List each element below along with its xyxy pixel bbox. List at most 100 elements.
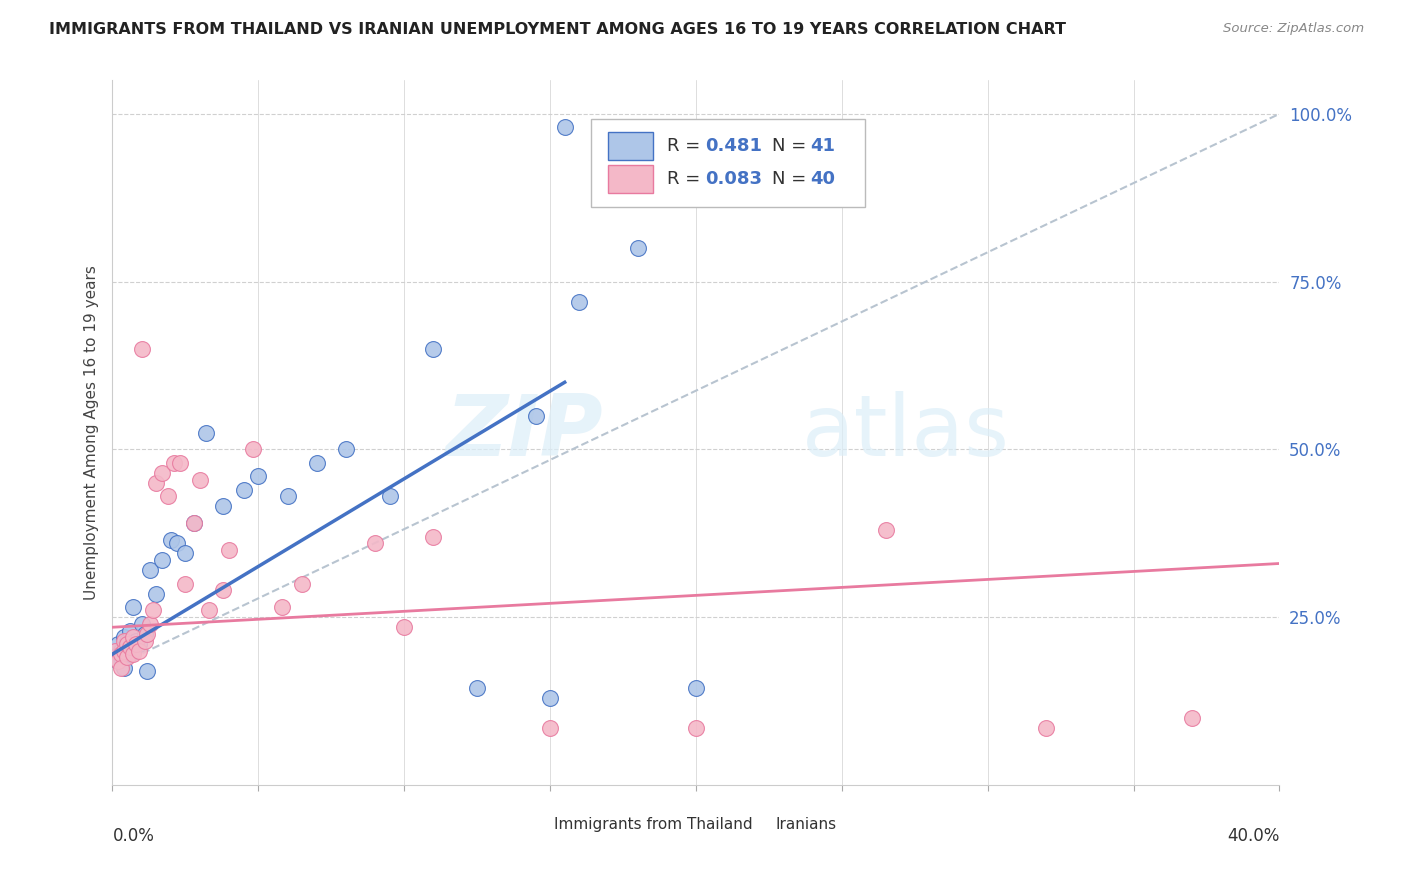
Point <box>1035 721 1057 735</box>
Point <box>112 630 135 644</box>
Text: R =: R = <box>666 170 706 188</box>
Point <box>232 483 254 497</box>
Point <box>134 633 156 648</box>
Point <box>554 120 576 135</box>
Text: 40.0%: 40.0% <box>1227 827 1279 846</box>
Point <box>169 456 191 470</box>
Text: R =: R = <box>666 136 706 155</box>
Point <box>538 721 561 735</box>
Point <box>685 681 707 695</box>
Point <box>218 543 240 558</box>
FancyBboxPatch shape <box>731 811 766 838</box>
Text: 0.0%: 0.0% <box>112 827 155 846</box>
Point <box>174 576 197 591</box>
Point <box>160 533 183 547</box>
Point <box>122 647 145 661</box>
Point <box>112 633 135 648</box>
Point <box>627 241 650 255</box>
Point <box>136 627 159 641</box>
FancyBboxPatch shape <box>609 165 652 193</box>
Point <box>125 633 148 648</box>
Point <box>242 442 264 457</box>
Point <box>1181 711 1204 725</box>
Point <box>422 530 444 544</box>
Point <box>212 583 235 598</box>
Point <box>125 637 148 651</box>
Point <box>422 342 444 356</box>
Point <box>107 654 129 668</box>
Text: IMMIGRANTS FROM THAILAND VS IRANIAN UNEMPLOYMENT AMONG AGES 16 TO 19 YEARS CORRE: IMMIGRANTS FROM THAILAND VS IRANIAN UNEM… <box>49 22 1066 37</box>
Text: N =: N = <box>772 136 811 155</box>
Text: atlas: atlas <box>801 391 1010 475</box>
Point <box>115 637 138 651</box>
Point <box>183 516 205 531</box>
Point <box>156 489 179 503</box>
Point <box>145 475 167 490</box>
Point <box>122 630 145 644</box>
Point <box>107 654 129 668</box>
Point <box>139 616 162 631</box>
Point <box>145 587 167 601</box>
Point <box>305 456 328 470</box>
Text: Immigrants from Thailand: Immigrants from Thailand <box>554 817 752 832</box>
Point <box>110 644 132 658</box>
Point <box>128 637 150 651</box>
Point <box>112 660 135 674</box>
Point <box>104 647 127 661</box>
FancyBboxPatch shape <box>509 811 544 838</box>
Point <box>122 644 145 658</box>
Point <box>270 600 292 615</box>
Point <box>335 442 357 457</box>
Point <box>194 425 217 440</box>
Text: ZIP: ZIP <box>444 391 603 475</box>
Point <box>685 721 707 735</box>
Point <box>142 603 165 617</box>
Point <box>524 409 547 423</box>
Point <box>118 647 141 661</box>
Text: 41: 41 <box>810 136 835 155</box>
Point <box>107 637 129 651</box>
Point <box>364 536 387 550</box>
Point <box>538 690 561 705</box>
Point <box>139 563 162 577</box>
Text: Source: ZipAtlas.com: Source: ZipAtlas.com <box>1223 22 1364 36</box>
Point <box>131 616 153 631</box>
Point <box>115 633 138 648</box>
Point <box>115 650 138 665</box>
Point <box>150 466 173 480</box>
Point <box>115 640 138 655</box>
Point <box>197 603 219 617</box>
Text: 40: 40 <box>810 170 835 188</box>
Point <box>104 644 127 658</box>
Point <box>128 644 150 658</box>
Point <box>378 489 401 503</box>
Point <box>110 650 132 665</box>
Point <box>276 489 298 503</box>
Point <box>212 500 235 514</box>
Point <box>110 660 132 674</box>
Point <box>568 294 591 309</box>
Point <box>150 553 173 567</box>
Point <box>118 624 141 638</box>
Point <box>136 664 159 678</box>
Point <box>875 523 897 537</box>
Text: N =: N = <box>772 170 811 188</box>
Y-axis label: Unemployment Among Ages 16 to 19 years: Unemployment Among Ages 16 to 19 years <box>83 265 98 600</box>
Point <box>174 546 197 560</box>
Point <box>188 473 211 487</box>
Text: Iranians: Iranians <box>775 817 837 832</box>
Text: 0.083: 0.083 <box>706 170 762 188</box>
Point <box>131 342 153 356</box>
Point <box>247 469 270 483</box>
Point <box>118 640 141 655</box>
Point <box>134 627 156 641</box>
Point <box>110 647 132 661</box>
Point <box>394 620 416 634</box>
Point <box>122 600 145 615</box>
FancyBboxPatch shape <box>609 132 652 160</box>
Point <box>112 644 135 658</box>
Point <box>291 576 314 591</box>
Point <box>166 536 188 550</box>
Point <box>163 456 186 470</box>
Point <box>465 681 488 695</box>
